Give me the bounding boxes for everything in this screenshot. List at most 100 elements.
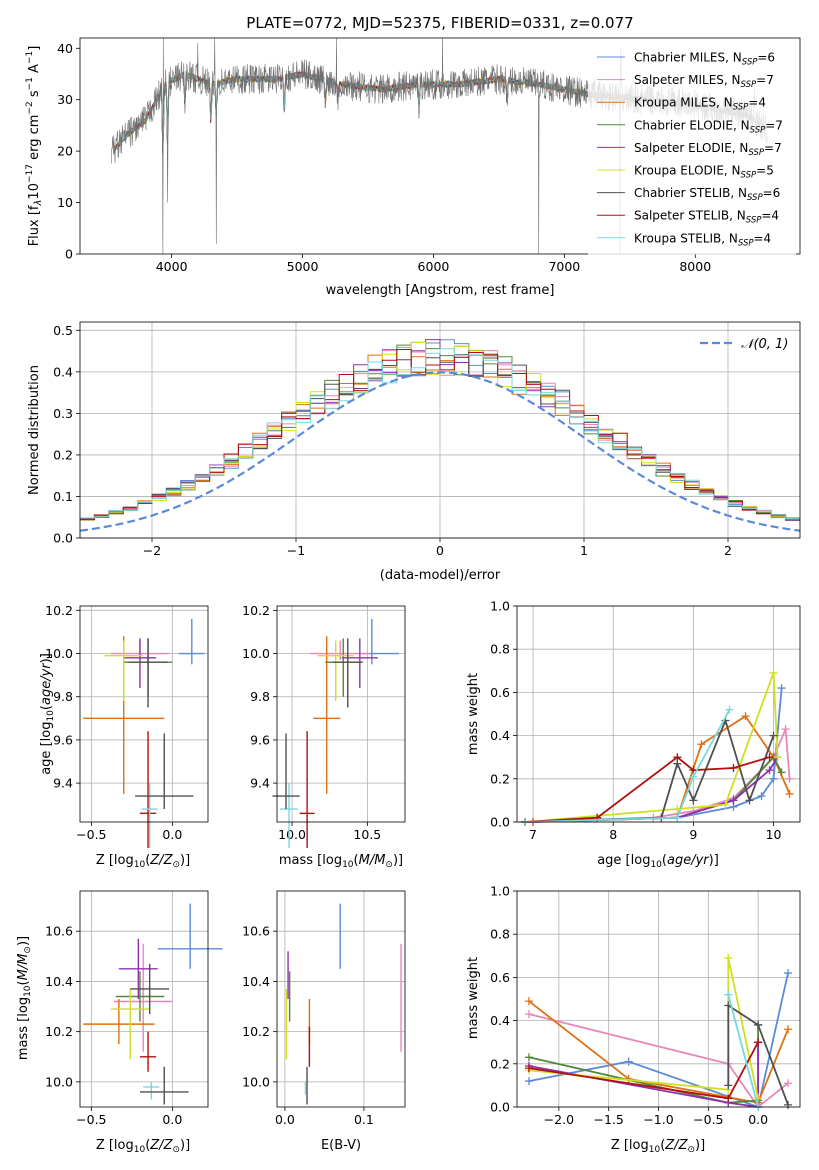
panel-frame xyxy=(79,605,209,823)
series-marker xyxy=(754,1020,763,1029)
y-tick-label: 1.0 xyxy=(490,884,510,899)
residual-histograms xyxy=(79,339,800,538)
x-tick-label: −2 xyxy=(143,543,161,558)
y-tick-label: 40 xyxy=(57,41,73,56)
legend-label: Kroupa ELODIE, NSSP=5 xyxy=(634,164,774,181)
series-marker xyxy=(745,796,754,805)
series-line xyxy=(528,1013,789,1109)
spectrum-frame xyxy=(79,37,801,255)
wZ-xlabel: Z [log10(Z/Z⊙)] xyxy=(611,1138,705,1155)
y-tick-label: 0 xyxy=(65,247,73,262)
weight-vs-metallicity-panel: −2.0 −1.5 −1.0 −0.5 0.0 0.0 0.2 0.4 0.6 0.8 1.0 xyxy=(490,884,801,1127)
y-tick-label: 0.6 xyxy=(490,685,510,700)
x-tick-label: 2 xyxy=(724,543,732,558)
series-marker xyxy=(765,766,774,775)
series-line xyxy=(524,756,770,823)
residual-histogram xyxy=(79,348,800,538)
series-marker xyxy=(765,753,774,762)
spectrum-panel: PLATE=0772, MJD=52375, FIBERID=0331, z=0… xyxy=(25,14,801,298)
series-marker xyxy=(725,705,734,714)
series-marker xyxy=(524,1010,533,1019)
series-marker xyxy=(777,768,786,777)
y-tick-label: 10.4 xyxy=(45,974,73,989)
x-tick-label: 6000 xyxy=(418,259,450,274)
residual-xlabel: (data-model)/error xyxy=(380,568,501,583)
mZ-ylabel: mass [log10(M/M⊙)] xyxy=(16,936,33,1060)
legend-label: Salpeter ELODIE, NSSP=7 xyxy=(634,141,782,158)
series-line xyxy=(524,755,783,823)
y-tick-label: 10.4 xyxy=(242,974,270,989)
series-line xyxy=(528,1042,759,1109)
x-tick-label: 10 xyxy=(766,827,782,842)
y-tick-label: 9.8 xyxy=(53,689,73,704)
y-tick-label: 10.2 xyxy=(45,1024,73,1039)
x-tick-label: 1 xyxy=(580,543,588,558)
x-tick-label: −1.5 xyxy=(593,1112,623,1127)
y-tick-label: 0.4 xyxy=(490,728,510,743)
y-tick-label: 9.4 xyxy=(250,776,270,791)
y-tick-label: 10.0 xyxy=(45,1074,73,1089)
y-tick-label: 10.6 xyxy=(45,924,73,939)
y-tick-label: 0.8 xyxy=(490,927,510,942)
residual-legend: 𝒩(0, 1) xyxy=(700,337,788,352)
series-marker xyxy=(624,1057,633,1066)
spectrum-ticks: 4000 5000 6000 7000 8000 0 10 20 30 40 xyxy=(57,41,711,274)
age-vs-mass-panel: 10.0 10.5 9.4 9.6 9.8 10.0 10.2 xyxy=(242,603,406,848)
series-marker xyxy=(721,800,730,809)
y-tick-label: 9.8 xyxy=(250,689,270,704)
y-tick-label: 30 xyxy=(57,92,73,107)
mass-vs-ebv-panel: 0.0 0.1 10.0 10.2 10.4 10.6 xyxy=(242,890,406,1127)
y-tick-label: 9.6 xyxy=(53,732,73,747)
y-tick-label: 10.0 xyxy=(45,646,73,661)
y-tick-label: 10 xyxy=(57,195,73,210)
y-tick-label: 0.3 xyxy=(53,406,73,421)
series-marker xyxy=(673,813,682,822)
gaussian-legend-label: 𝒩(0, 1) xyxy=(741,337,788,352)
legend-label: Chabrier STELIB, NSSP=6 xyxy=(634,186,780,203)
series-marker xyxy=(724,1081,733,1090)
ageM-xlabel: mass [log10(M/M⊙)] xyxy=(279,853,403,870)
legend-label: Kroupa STELIB, NSSP=4 xyxy=(634,231,771,248)
x-tick-label: 0 xyxy=(436,543,444,558)
series-marker xyxy=(729,764,738,772)
series-marker xyxy=(724,1094,733,1103)
y-tick-label: 0.1 xyxy=(53,489,73,504)
x-tick-label: 0.0 xyxy=(162,1112,182,1127)
series-marker xyxy=(741,712,750,721)
y-tick-label: 0.2 xyxy=(490,771,510,786)
y-tick-label: 20 xyxy=(57,144,73,159)
series-marker xyxy=(784,1079,793,1088)
spectrum-xlabel: wavelength [Angstrom, rest frame] xyxy=(326,283,555,298)
y-tick-label: 10.6 xyxy=(242,924,270,939)
series-marker xyxy=(729,796,738,805)
residual-panel: −2 −1 0 1 2 0.0 0.1 0.2 0.3 0.4 0.5 𝒩(0, 1) (data-… xyxy=(27,321,801,583)
series-line xyxy=(528,972,789,1109)
x-tick-label: 5000 xyxy=(287,259,319,274)
y-tick-label: 10.0 xyxy=(242,1074,270,1089)
wAge-xlabel: age [log10(age/yr)] xyxy=(597,853,719,870)
series-line xyxy=(727,1003,789,1106)
series-marker xyxy=(754,1038,763,1047)
y-tick-label: 0.8 xyxy=(490,642,510,657)
series-marker xyxy=(524,997,533,1006)
series-marker xyxy=(785,774,794,783)
x-tick-label: −0.5 xyxy=(76,1112,106,1127)
series-line xyxy=(532,728,791,823)
series-marker xyxy=(689,772,698,781)
series-marker xyxy=(724,990,733,999)
residual-frame xyxy=(79,321,801,539)
series-marker xyxy=(769,668,778,677)
x-tick-label: 9 xyxy=(689,827,697,842)
series-marker xyxy=(724,953,733,962)
ageZ-xlabel: Z [log10(Z/Z⊙)] xyxy=(96,853,190,870)
panel-frame xyxy=(516,605,801,823)
x-tick-label: 8000 xyxy=(679,259,711,274)
series-marker xyxy=(784,969,793,978)
series-line xyxy=(524,672,779,823)
y-tick-label: 10.2 xyxy=(45,603,73,618)
y-tick-label: 0.6 xyxy=(490,970,510,985)
spectrum-legend: Chabrier MILES, NSSP=6 Salpeter MILES, NS… xyxy=(588,44,796,255)
legend-box xyxy=(588,44,796,255)
residual-ylabel: Normed distribution xyxy=(27,365,42,495)
